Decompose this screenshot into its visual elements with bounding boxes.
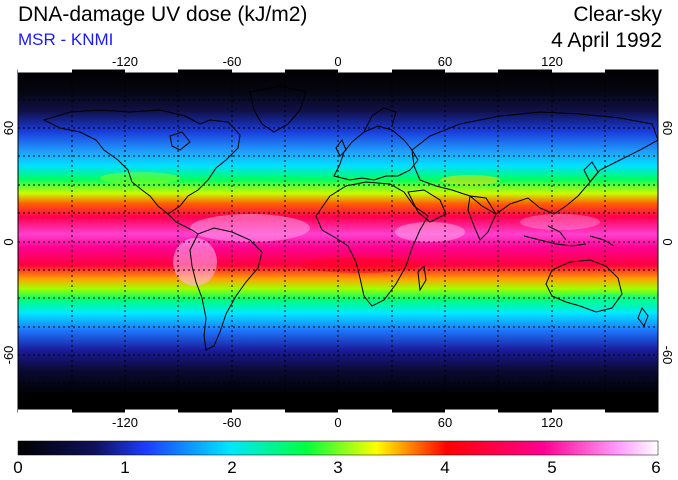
south-america-outline bbox=[189, 227, 263, 351]
indonesia-outline bbox=[523, 225, 615, 247]
new-zealand-outline bbox=[637, 306, 649, 328]
asia-outline bbox=[411, 111, 658, 215]
lon-tick-top: 60 bbox=[438, 54, 452, 69]
lon-tick-top: 0 bbox=[334, 54, 341, 69]
arabia-outline bbox=[407, 189, 447, 223]
colorbar-tick: 1 bbox=[120, 458, 130, 477]
lat-tick-right: -60 bbox=[660, 346, 675, 365]
sky-condition-label: Clear-sky bbox=[573, 3, 662, 26]
lon-tick-top: -60 bbox=[223, 54, 242, 69]
lon-tick-bottom: 120 bbox=[541, 415, 563, 430]
uv-field-variations bbox=[100, 172, 658, 306]
colorbar-tick: 6 bbox=[651, 458, 661, 477]
africa-outline bbox=[315, 181, 429, 307]
colorbar-tick: 3 bbox=[333, 458, 343, 477]
scandinavia-outline bbox=[363, 107, 397, 133]
colorbar-tick: 0 bbox=[13, 458, 23, 477]
lon-tick-bottom: 0 bbox=[334, 415, 341, 430]
uk-outline bbox=[335, 138, 347, 157]
lat-tick-left: -60 bbox=[1, 346, 16, 365]
greenland-outline bbox=[249, 85, 307, 133]
colorbar-tick: 2 bbox=[227, 458, 237, 477]
lon-tick-bottom: -60 bbox=[223, 415, 242, 430]
date-label: 4 April 1992 bbox=[551, 29, 662, 52]
colorbar-tick: 5 bbox=[547, 458, 557, 477]
source-label: MSR - KNMI bbox=[18, 30, 114, 49]
japan-outline bbox=[583, 161, 599, 183]
north-america-outline bbox=[42, 109, 241, 215]
lat-tick-left: 60 bbox=[1, 121, 16, 135]
coastlines bbox=[42, 85, 658, 351]
lat-tick-left: 0 bbox=[1, 238, 16, 245]
central-america-outline bbox=[167, 213, 199, 235]
axis-tick-bars bbox=[18, 69, 605, 413]
india-outline bbox=[467, 195, 497, 241]
colorbar-tick: 4 bbox=[440, 458, 450, 477]
colorbar bbox=[17, 440, 659, 456]
lon-tick-bottom: -120 bbox=[112, 415, 138, 430]
lat-tick-right: 0 bbox=[660, 238, 675, 245]
lon-tick-bottom: 60 bbox=[438, 415, 452, 430]
hudson-bay-outline bbox=[169, 131, 191, 151]
australia-outline bbox=[545, 259, 623, 313]
lon-tick-top: -120 bbox=[112, 54, 138, 69]
map-title: DNA-damage UV dose (kJ/m2) bbox=[18, 3, 308, 26]
lon-tick-top: 120 bbox=[541, 54, 563, 69]
lat-tick-right: 60 bbox=[660, 121, 675, 135]
madagascar-outline bbox=[417, 264, 427, 292]
